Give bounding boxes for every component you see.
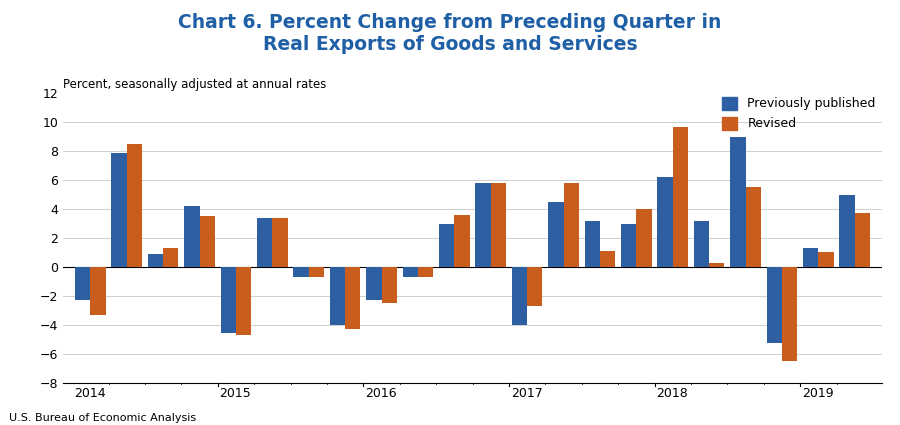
- Bar: [818, 252, 833, 267]
- Text: 2019: 2019: [802, 387, 833, 400]
- Bar: [855, 213, 870, 267]
- Bar: [491, 183, 506, 267]
- Text: 2014: 2014: [74, 387, 105, 400]
- Bar: [782, 267, 797, 361]
- Bar: [75, 267, 90, 300]
- Bar: [112, 153, 127, 267]
- Bar: [840, 195, 855, 267]
- Bar: [548, 202, 563, 267]
- Bar: [730, 137, 745, 267]
- Bar: [382, 267, 397, 303]
- Bar: [475, 183, 491, 267]
- Bar: [454, 215, 470, 267]
- Bar: [366, 267, 382, 300]
- Bar: [293, 267, 309, 277]
- Text: 2017: 2017: [510, 387, 543, 400]
- Bar: [273, 218, 288, 267]
- Text: Chart 6. Percent Change from Preceding Quarter in
Real Exports of Goods and Serv: Chart 6. Percent Change from Preceding Q…: [178, 13, 722, 54]
- Bar: [309, 267, 324, 277]
- Bar: [585, 221, 600, 267]
- Bar: [220, 267, 236, 333]
- Bar: [90, 267, 105, 314]
- Bar: [672, 127, 688, 267]
- Text: 2016: 2016: [365, 387, 397, 400]
- Bar: [127, 144, 142, 267]
- Text: Percent, seasonally adjusted at annual rates: Percent, seasonally adjusted at annual r…: [63, 78, 327, 91]
- Bar: [148, 254, 163, 267]
- Bar: [709, 263, 725, 267]
- Bar: [600, 251, 616, 267]
- Text: 2015: 2015: [220, 387, 251, 400]
- Bar: [418, 267, 433, 277]
- Bar: [329, 267, 345, 325]
- Bar: [563, 183, 579, 267]
- Bar: [636, 209, 652, 267]
- Bar: [767, 267, 782, 343]
- Text: 2018: 2018: [656, 387, 688, 400]
- Bar: [745, 187, 760, 267]
- Bar: [657, 177, 672, 267]
- Bar: [803, 248, 818, 267]
- Bar: [184, 206, 200, 267]
- Bar: [621, 224, 636, 267]
- Bar: [527, 267, 543, 306]
- Bar: [257, 218, 273, 267]
- Bar: [163, 248, 178, 267]
- Bar: [236, 267, 251, 335]
- Text: U.S. Bureau of Economic Analysis: U.S. Bureau of Economic Analysis: [9, 413, 196, 423]
- Bar: [200, 216, 215, 267]
- Bar: [402, 267, 418, 277]
- Bar: [694, 221, 709, 267]
- Legend: Previously published, Revised: Previously published, Revised: [723, 97, 876, 130]
- Bar: [439, 224, 454, 267]
- Bar: [345, 267, 360, 329]
- Bar: [512, 267, 527, 325]
